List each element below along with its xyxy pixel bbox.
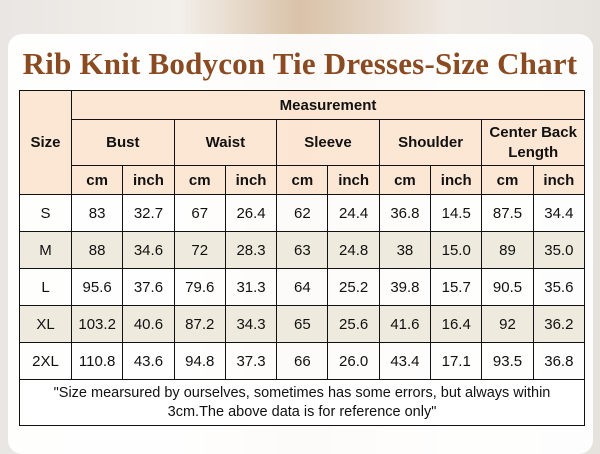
- value-cell: 95.6: [70, 268, 124, 306]
- unit-header: cm: [70, 165, 124, 195]
- table-row: M 88 34.6 72 28.3 63 24.8 38 15.0 89 35.0: [19, 231, 586, 269]
- value-cell: 32.7: [122, 194, 175, 232]
- value-cell: 87.5: [481, 194, 534, 232]
- unit-header: cm: [276, 165, 329, 195]
- value-cell: 36.8: [532, 342, 586, 380]
- disclaimer-note: "Size mearsured by ourselves, sometimes …: [18, 379, 586, 426]
- value-cell: 26.0: [327, 342, 380, 380]
- value-cell: 63: [276, 231, 329, 269]
- value-cell: 43.4: [378, 342, 432, 380]
- size-cell: S: [19, 194, 72, 232]
- value-cell: 34.4: [532, 194, 586, 232]
- group-header: Shoulder: [378, 119, 483, 166]
- value-cell: 15.0: [430, 231, 483, 269]
- value-cell: 89: [481, 231, 534, 269]
- unit-header: inch: [224, 165, 278, 195]
- value-cell: 17.1: [430, 342, 483, 380]
- value-cell: 36.2: [532, 305, 586, 343]
- value-cell: 41.6: [378, 305, 432, 343]
- value-cell: 92: [481, 305, 534, 343]
- measurement-header: Measurement: [70, 90, 586, 120]
- value-cell: 88: [70, 231, 124, 269]
- value-cell: 62: [276, 194, 329, 232]
- value-cell: 34.6: [122, 231, 175, 269]
- value-cell: 38: [378, 231, 432, 269]
- value-cell: 26.4: [224, 194, 278, 232]
- group-header: Bust: [71, 119, 175, 166]
- unit-header: inch: [532, 165, 586, 195]
- value-cell: 93.5: [481, 342, 534, 380]
- value-cell: 24.8: [327, 231, 380, 269]
- unit-header: inch: [327, 165, 380, 195]
- value-cell: 15.7: [430, 268, 483, 306]
- value-cell: 43.6: [122, 342, 175, 380]
- unit-header: inch: [430, 165, 483, 195]
- value-cell: 83: [70, 194, 124, 232]
- chart-title: Rib Knit Bodycon Tie Dresses-Size Chart: [22, 46, 578, 81]
- value-cell: 31.3: [224, 268, 278, 306]
- value-cell: 79.6: [173, 268, 226, 306]
- size-cell: L: [19, 268, 72, 306]
- value-cell: 14.5: [430, 194, 483, 232]
- value-cell: 72: [173, 231, 226, 269]
- table-row: 2XL 110.8 43.6 94.8 37.3 66 26.0 43.4 17.1 93.5 36…: [19, 342, 586, 380]
- table-row: S 83 32.7 67 26.4 62 24.4 36.8 14.5 87.5 34.4: [19, 194, 586, 232]
- unit-header: cm: [481, 165, 534, 195]
- value-cell: 28.3: [224, 231, 278, 269]
- size-chart-table: Size Measurement Bust Waist Sleeve Shoulder…: [18, 90, 586, 426]
- value-cell: 67: [173, 194, 226, 232]
- value-cell: 24.4: [327, 194, 380, 232]
- value-cell: 16.4: [430, 305, 483, 343]
- value-cell: 35.6: [532, 268, 586, 306]
- value-cell: 103.2: [70, 305, 124, 343]
- size-header: Size: [19, 90, 72, 195]
- value-cell: 65: [276, 305, 329, 343]
- table-row: L 95.6 37.6 79.6 31.3 64 25.2 39.8 15.7 90.5 35.6: [19, 268, 586, 306]
- size-cell: M: [19, 231, 72, 269]
- group-header: Waist: [173, 119, 278, 166]
- value-cell: 34.3: [224, 305, 278, 343]
- value-cell: 87.2: [173, 305, 226, 343]
- table-row: XL 103.2 40.6 87.2 34.3 65 25.6 41.6 16.4 92 36.2: [19, 305, 586, 343]
- value-cell: 90.5: [481, 268, 534, 306]
- value-cell: 25.2: [327, 268, 380, 306]
- unit-header: inch: [122, 165, 175, 195]
- value-cell: 64: [276, 268, 329, 306]
- value-cell: 94.8: [173, 342, 226, 380]
- value-cell: 40.6: [122, 305, 175, 343]
- value-cell: 25.6: [327, 305, 380, 343]
- value-cell: 110.8: [70, 342, 124, 380]
- value-cell: 36.8: [378, 194, 432, 232]
- group-header: Sleeve: [276, 119, 380, 166]
- value-cell: 66: [276, 342, 329, 380]
- value-cell: 39.8: [378, 268, 432, 306]
- group-header: Center Back Length: [481, 119, 586, 166]
- size-cell: XL: [19, 305, 72, 343]
- value-cell: 37.3: [224, 342, 278, 380]
- unit-header: cm: [378, 165, 432, 195]
- unit-header: cm: [173, 165, 226, 195]
- value-cell: 37.6: [122, 268, 175, 306]
- value-cell: 35.0: [532, 231, 586, 269]
- size-cell: 2XL: [19, 342, 72, 380]
